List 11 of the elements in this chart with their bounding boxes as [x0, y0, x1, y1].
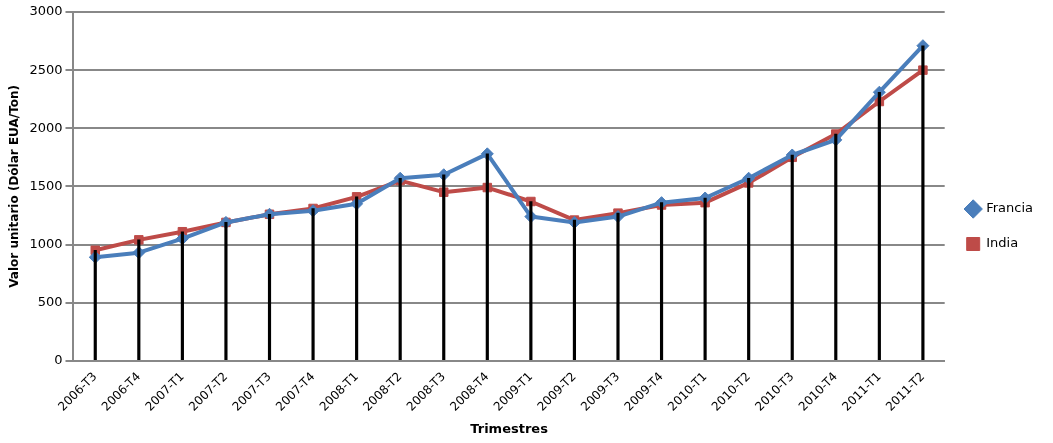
y-tick-label: 1000 [29, 235, 63, 251]
y-tick-label: 2500 [29, 61, 63, 77]
y-tick-label: 0 [54, 352, 63, 368]
legend-label: India [986, 235, 1019, 251]
y-tick-label: 2000 [29, 119, 63, 135]
legend-label: Francia [986, 200, 1033, 216]
x-axis-title: Trimestres [470, 420, 549, 436]
y-tick-label: 1500 [29, 177, 63, 193]
y-tick-label: 3000 [29, 3, 63, 19]
y-tick-label: 500 [37, 294, 63, 310]
y-axis-title: Valor unitario (Dólar EUA/Ton) [7, 84, 22, 288]
